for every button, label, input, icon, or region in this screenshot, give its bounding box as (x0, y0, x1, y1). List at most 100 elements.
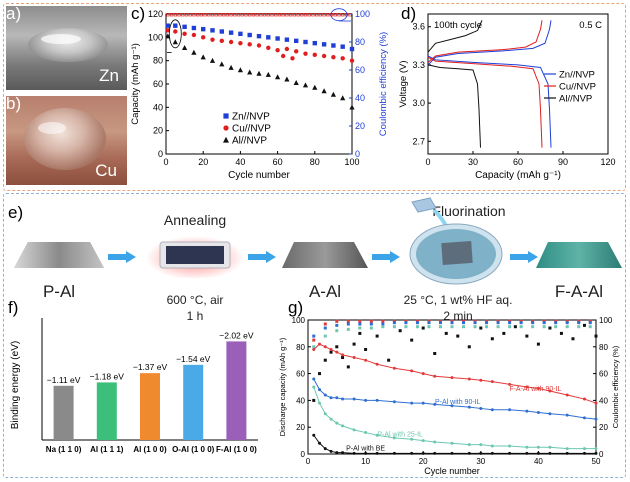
ce-point (166, 13, 170, 17)
ce-point (312, 338, 316, 342)
data-point-al-nvp (191, 49, 197, 55)
panel-label-c: c) (131, 4, 146, 23)
data-point-al-nvp (330, 91, 336, 97)
ce-point (577, 325, 581, 329)
bar-data-label: −1.37 eV (133, 362, 168, 372)
legend-marker (223, 113, 229, 119)
ce-point (594, 334, 598, 338)
ce-point (398, 329, 402, 333)
y2-tick-label: 60 (599, 370, 608, 379)
photo-caption-cu: Cu (95, 161, 117, 180)
ce-point (240, 13, 244, 17)
panel-label-a: a) (6, 4, 22, 23)
data-point-cu-nvp (331, 54, 336, 60)
ce-point (438, 321, 442, 325)
data-point-al-nvp (340, 95, 346, 101)
ce-point (318, 13, 323, 17)
legend-label: Cu//NVP (559, 82, 596, 93)
ce-point (181, 13, 185, 17)
chart-f-binding-energy: Binding energy (eV) −1.11 eV Na (1 1 0) −1.… (10, 318, 258, 454)
data-point-al-nvp (321, 88, 327, 94)
ce-point (312, 334, 316, 338)
annotation-rate: 0.5 C (579, 20, 602, 31)
data-point-zn-nvp (312, 40, 317, 46)
data-point-cu-nvp (280, 53, 286, 59)
y2-axis-label: Coulombic efficiency (%) (378, 32, 389, 136)
chart-d-voltage: 0 30 60 90 120 2.7 3.0 3.3 3.6 Capacity (mAh g⁻¹)… (398, 13, 616, 181)
data-point-cu-nvp (340, 56, 345, 61)
ce-point (525, 334, 529, 338)
y2-tick-label: 40 (355, 93, 365, 103)
legend-label: Al//NVP (559, 94, 592, 105)
ce-point (369, 326, 373, 330)
ce-point (312, 345, 316, 349)
y2-tick-label: 80 (355, 37, 365, 47)
x-tick-label: 80 (310, 157, 320, 167)
y2-tick-label: 100 (599, 316, 613, 325)
ce-point (427, 321, 431, 325)
ce-point (438, 325, 442, 329)
ce-point (548, 326, 552, 330)
discharge-curve-al-nvp (427, 64, 481, 148)
x-tick-label: 50 (592, 457, 601, 466)
ce-point (571, 337, 575, 341)
ce-point (323, 326, 327, 330)
ce-point (315, 13, 319, 17)
ce-point (236, 13, 241, 17)
ce-point (244, 13, 248, 17)
discharge-curve-cu-nvp (427, 56, 543, 148)
ce-point (285, 13, 289, 17)
legend-label: Al//NVP (232, 136, 267, 147)
ce-point (303, 13, 308, 17)
ce-point (222, 13, 226, 17)
ce-point (177, 13, 181, 17)
data-point-cu-nvp (173, 29, 178, 34)
ce-point (259, 13, 263, 17)
data-point-cu-nvp (219, 38, 224, 44)
legend-label: Zn//NVP (559, 70, 595, 81)
annotation-cycle: 100th cycle (434, 20, 482, 31)
ce-point (559, 331, 563, 335)
ce-point (248, 13, 252, 17)
series-annotation: P-Al with 25-IL (377, 431, 423, 438)
ce-point (519, 325, 523, 329)
ce-point (207, 13, 211, 17)
ce-point (322, 13, 326, 17)
ce-point (462, 321, 466, 325)
y-tick-label: 60 (153, 79, 163, 89)
ce-point (199, 13, 203, 17)
data-point-zn-nvp (173, 23, 178, 28)
ce-point (542, 325, 546, 329)
x-tick-label: 0 (163, 157, 168, 167)
ce-point (255, 13, 259, 17)
y-tick-label: 80 (296, 343, 305, 352)
ce-point (195, 13, 200, 17)
x-tick-label: 0 (425, 157, 430, 167)
ce-point (358, 326, 362, 330)
series-line-p-al-with-90-il (313, 378, 597, 420)
data-point-zn-nvp (191, 25, 197, 31)
ce-point (335, 345, 339, 349)
series-annotation: P-Al with 90-IL (435, 399, 481, 406)
data-point-zn-nvp (349, 46, 355, 52)
data-point-al-nvp (219, 61, 225, 67)
bar (53, 385, 74, 440)
fluorination-dish (404, 196, 508, 288)
ce-point (381, 322, 385, 326)
ce-point (588, 321, 592, 325)
data-point-al-nvp (293, 80, 299, 86)
annealing-time: 1 h (186, 309, 204, 323)
data-point-cu-nvp (303, 51, 308, 56)
ce-point (296, 13, 300, 17)
data-point-al-nvp (302, 82, 309, 88)
panel-label-d: d) (401, 4, 417, 23)
highlight-ellipse-ce (330, 8, 348, 22)
x-tick-label: 10 (361, 457, 370, 466)
annealing-condition: 600 °C, air (166, 293, 224, 307)
fluorination-condition: 25 °C, 1 wt% HF aq. (403, 293, 513, 307)
ce-point (333, 13, 337, 17)
f-a-al-plate (536, 240, 622, 270)
y2-tick-label: 0 (599, 450, 604, 459)
chart-g-discharge: 0 10 20 30 40 50020406080100020406080100Cycle… (278, 316, 620, 476)
series-annotation: P-Al with BE (346, 445, 385, 452)
